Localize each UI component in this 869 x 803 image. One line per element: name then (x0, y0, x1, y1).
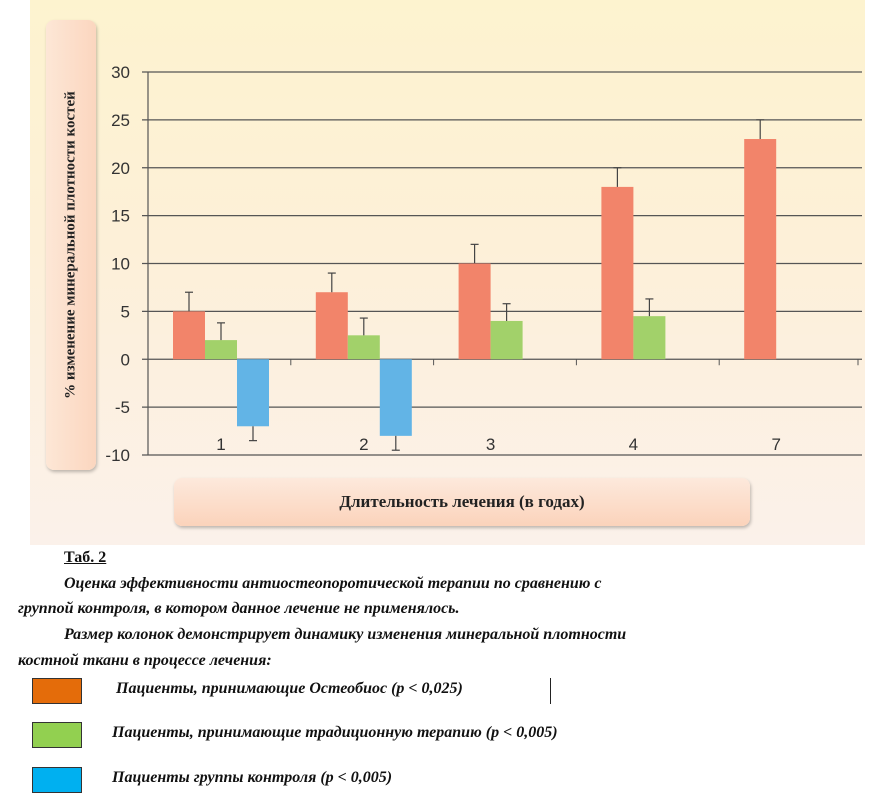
caption-line: группой контроля, в котором данное лечен… (18, 600, 460, 617)
y-tick-label: 5 (121, 302, 130, 321)
text-cursor-mark (550, 678, 551, 704)
x-axis-label: Длительность лечения (в годах) (339, 492, 585, 511)
caption-line: Размер колонок демонстрирует динамику из… (64, 626, 627, 643)
bar-control (237, 359, 269, 427)
y-tick-label: -10 (105, 446, 130, 465)
bar-osteobios (173, 311, 205, 360)
y-tick-label: 25 (111, 111, 130, 130)
bar-traditional (490, 320, 523, 360)
y-axis-label-box (46, 20, 96, 470)
x-tick-label: 1 (216, 435, 225, 454)
bar-traditional (347, 335, 380, 360)
legend-swatch-control (32, 767, 82, 793)
bar-traditional (205, 340, 237, 360)
bar-osteobios (458, 263, 491, 360)
bar-osteobios (315, 292, 348, 360)
y-axis-label: % изменение минеральной плотности костей (62, 91, 79, 399)
y-tick-label: 0 (121, 350, 130, 369)
x-tick-label: 3 (486, 435, 495, 454)
x-tick-label: 7 (771, 435, 780, 454)
bar-osteobios (601, 186, 634, 360)
bar-osteobios (744, 139, 777, 360)
bar-traditional (633, 316, 666, 360)
legend-swatch-osteobios (32, 678, 82, 704)
legend-swatch-traditional (32, 722, 82, 748)
legend-label-control: Пациенты группы контроля (р < 0,005) (112, 769, 393, 786)
y-tick-label: 15 (111, 207, 130, 226)
caption-line: костной ткани в процессе лечения: (18, 652, 272, 669)
x-tick-label: 2 (359, 435, 368, 454)
y-tick-label: 30 (111, 63, 130, 82)
y-tick-label: 10 (111, 255, 130, 274)
chart-panel (30, 0, 865, 545)
legend-label-traditional: Пациенты, принимающие традиционную терап… (112, 724, 558, 741)
bar-control (379, 359, 412, 436)
legend-label-osteobios: Пациенты, принимающие Остеобиос (р < 0,0… (116, 680, 463, 697)
table-number: Таб. 2 (64, 549, 107, 566)
bar-chart: 30 25 20 15 10 5 0 -5 -10 1 2 3 4 7 (105, 63, 862, 465)
x-axis-label-box: Длительность лечения (в годах) (174, 478, 750, 526)
y-tick-label: -5 (115, 398, 130, 417)
caption-line: Оценка эффективности антиостеопоротическ… (64, 575, 602, 592)
y-tick-label: 20 (111, 159, 130, 178)
x-tick-label: 4 (629, 435, 638, 454)
